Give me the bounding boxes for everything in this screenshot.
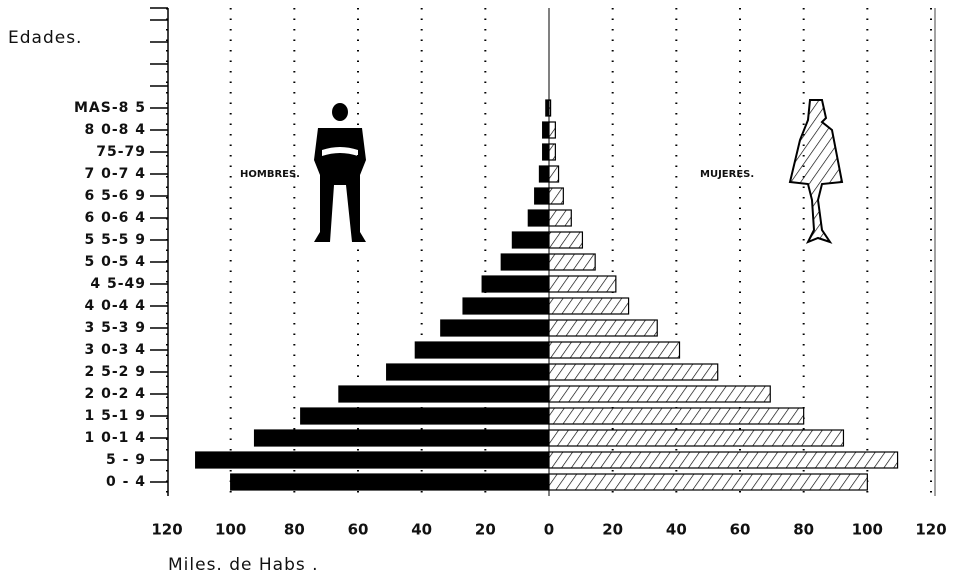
- bar: [549, 100, 551, 116]
- bar: [549, 364, 718, 380]
- x-tick-label: 20: [602, 521, 623, 539]
- upper-ticks: [150, 8, 168, 86]
- y-tick-label: 75-79: [96, 144, 146, 160]
- bar: [482, 276, 549, 292]
- bar: [535, 188, 549, 204]
- x-tick-label: 120: [915, 521, 946, 539]
- y-tick-label: 0 - 4: [106, 474, 146, 490]
- bar: [549, 408, 804, 424]
- chart: Edades. Miles. de Habs . 120 100 80 60 40 20 0…: [0, 0, 953, 574]
- y-tick-label: 5 5-5 9: [84, 232, 146, 248]
- bar: [301, 408, 549, 424]
- y-tick-label: 1 0-1 4: [84, 430, 146, 446]
- bar: [549, 254, 595, 270]
- x-tick-label: 80: [284, 521, 305, 539]
- bar: [543, 122, 549, 138]
- bar: [549, 232, 582, 248]
- bar: [549, 474, 867, 490]
- bar: [528, 210, 549, 226]
- bar: [549, 342, 680, 358]
- bar: [543, 144, 549, 160]
- bar: [549, 386, 770, 402]
- bar: [512, 232, 549, 248]
- bar: [549, 210, 571, 226]
- y-tick-label: MAS-8 5: [74, 100, 146, 116]
- bar: [549, 430, 843, 446]
- bar: [539, 166, 549, 182]
- y-tick-label: 4 0-4 4: [84, 298, 146, 314]
- y-tick-label: 3 0-3 4: [84, 342, 146, 358]
- bar: [549, 122, 555, 138]
- y-tick-label: 5 - 9: [106, 452, 146, 468]
- y-tick-label: 1 5-1 9: [84, 408, 146, 424]
- bar: [441, 320, 549, 336]
- x-tick-label: 40: [666, 521, 687, 539]
- y-tick-label: 6 5-6 9: [84, 188, 146, 204]
- x-tick-label: 80: [793, 521, 814, 539]
- bar: [549, 144, 555, 160]
- bar: [255, 430, 549, 446]
- bar: [501, 254, 549, 270]
- x-tick-label: 100: [215, 521, 246, 539]
- y-tick-label: 8 0-8 4: [84, 122, 146, 138]
- series-label: MUJERES.: [700, 169, 754, 180]
- series-label: HOMBRES.: [240, 169, 300, 180]
- bar: [549, 188, 563, 204]
- y-tick-label: 5 0-5 4: [84, 254, 146, 270]
- y-tick-label: 2 5-2 9: [84, 364, 146, 380]
- bar: [549, 298, 629, 314]
- x-tick-label: 20: [475, 521, 496, 539]
- y-tick-label: 3 5-3 9: [84, 320, 146, 336]
- bar: [196, 452, 549, 468]
- x-tick-label: 40: [411, 521, 432, 539]
- y-axis-label: Edades.: [8, 28, 82, 48]
- bar: [549, 320, 657, 336]
- x-tick-label: 0: [544, 521, 554, 539]
- x-tick-label: 100: [852, 521, 883, 539]
- bar: [549, 276, 616, 292]
- x-tick-label: 60: [348, 521, 369, 539]
- y-tick-label: 6 0-6 4: [84, 210, 146, 226]
- bar: [415, 342, 549, 358]
- bar: [463, 298, 549, 314]
- x-tick-label: 120: [151, 521, 182, 539]
- bar: [339, 386, 549, 402]
- bar: [549, 166, 559, 182]
- bar: [387, 364, 549, 380]
- y-tick-label: 4 5-49: [90, 276, 146, 292]
- bar: [549, 452, 898, 468]
- x-axis-label: Miles. de Habs .: [168, 555, 319, 574]
- y-tick-label: 2 0-2 4: [84, 386, 146, 402]
- y-tick-label: 7 0-7 4: [84, 166, 146, 182]
- x-tick-label: 60: [730, 521, 751, 539]
- bar: [231, 474, 549, 490]
- woman-icon: [790, 100, 842, 242]
